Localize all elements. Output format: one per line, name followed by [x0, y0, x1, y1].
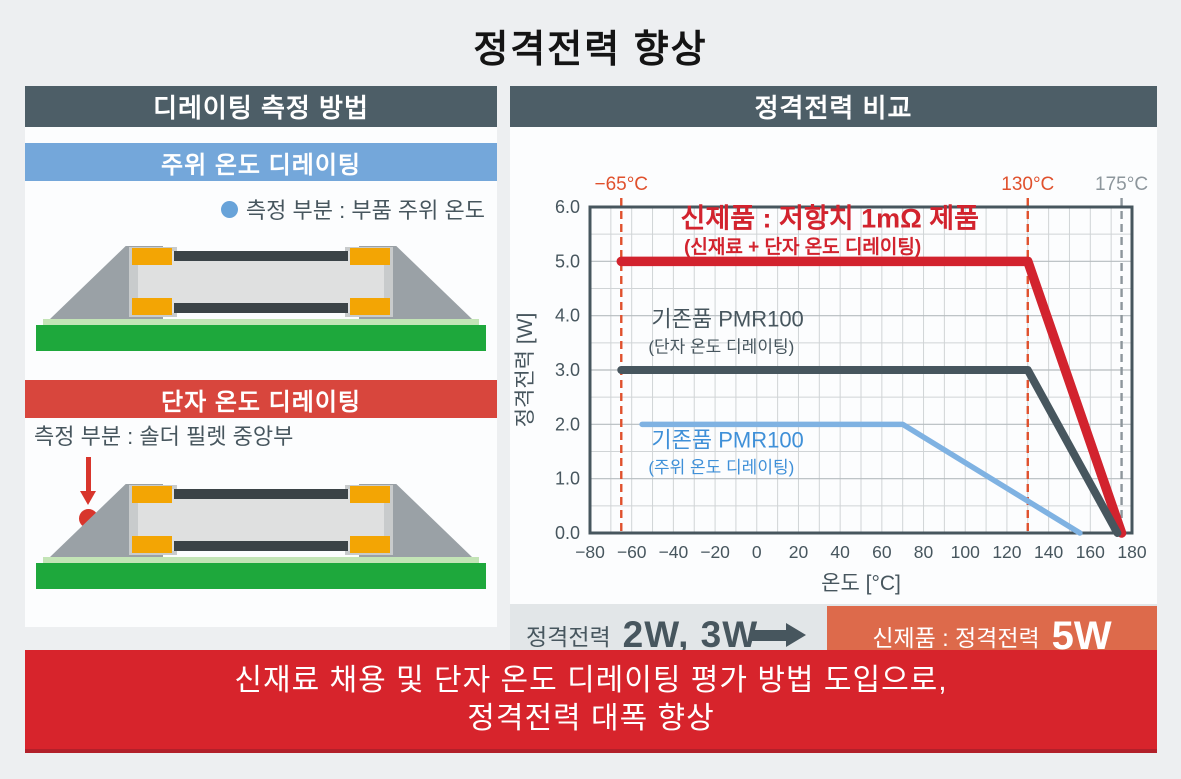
- electrode-bottom: [174, 541, 348, 551]
- y-tick-label: 6.0: [555, 197, 580, 217]
- x-tick-label: −40: [659, 542, 689, 562]
- new-product-rating-label: 신제품 : 정격전력: [872, 625, 1040, 651]
- measurement-method-header: 디레이팅 측정 방법: [25, 86, 497, 127]
- series-label: 기존품 PMR100: [651, 307, 803, 332]
- series-line: [639, 421, 1083, 536]
- plating-pad-bottom-right: [350, 536, 390, 553]
- measurement-method-body: 주위 온도 디레이팅 측정 부분 : 부품 주위 온도 단: [25, 127, 497, 627]
- resistor-diagram-ambient: [36, 239, 486, 351]
- y-tick-label: 5.0: [555, 251, 580, 271]
- before-rating-values: 2W, 3W: [622, 614, 759, 655]
- plating-pad-top-left: [132, 486, 172, 503]
- y-tick-label: 1.0: [555, 469, 580, 489]
- summary-line-1: 신재료 채용 및 단자 온도 디레이팅 평가 방법 도입으로,: [234, 663, 948, 697]
- summary-banner: 신재료 채용 및 단자 온도 디레이팅 평가 방법 도입으로, 정격전력 대폭 …: [25, 650, 1157, 753]
- series-label: 신제품 : 저항치 1mΩ 제품: [681, 204, 979, 234]
- electrode-top: [174, 489, 348, 499]
- chart-frame: [588, 205, 1134, 535]
- pcb-surface: [43, 557, 479, 563]
- resistor-body: [138, 251, 384, 313]
- x-tick-label: 40: [830, 542, 850, 562]
- before-rating-label: 정격전력: [526, 624, 611, 650]
- plating-pad-top-right: [350, 486, 390, 503]
- measurement-method-panel: 디레이팅 측정 방법 주위 온도 디레이팅 측정 부분 : 부품 주위 온도: [25, 86, 497, 627]
- resistor-diagram-terminal-group: [36, 457, 486, 589]
- x-tick-label: 140: [1034, 542, 1063, 562]
- x-tick-label: 60: [872, 542, 892, 562]
- rated-power-comparison-panel: 정격전력 비교 −65°C 130°C 175°C −80 −60 −40 −20 0 20 40…: [510, 86, 1157, 668]
- x-tick-label: 180: [1117, 542, 1146, 562]
- summary-line-2: 정격전력 대폭 향상: [467, 701, 715, 735]
- series-line: [617, 366, 1122, 537]
- x-tick-label: 0: [752, 542, 762, 562]
- threshold-label: −65°C: [594, 174, 648, 195]
- x-tick-label: −60: [617, 542, 647, 562]
- y-axis-title: 정격전력 [W]: [514, 313, 537, 428]
- result-strip: 정격전력 2W, 3W 신제품 : 정격전력 5W: [510, 604, 1157, 668]
- x-tick-label: −20: [700, 542, 730, 562]
- plating-pad-bottom-right: [350, 298, 390, 315]
- series-sublabel: (신재료 + 단자 온도 디레이팅): [684, 236, 921, 258]
- x-tick-label: 100: [951, 542, 980, 562]
- arrow-right-icon: [750, 623, 806, 647]
- pcb-board: [36, 325, 486, 351]
- y-tick-label: 4.0: [555, 306, 580, 326]
- ambient-legend-text: 측정 부분 : 부품 주위 온도: [245, 198, 485, 223]
- series-label: 기존품 PMR100: [651, 428, 803, 453]
- electrode-bottom: [174, 303, 348, 313]
- x-tick-label: −80: [575, 542, 605, 562]
- pcb-surface: [43, 319, 479, 325]
- measure-point-dot-icon: [220, 200, 238, 218]
- x-tick-label: 120: [992, 542, 1021, 562]
- plating-pad-top-left: [132, 248, 172, 265]
- resistor-diagram-terminal: [36, 477, 486, 589]
- page-title: 정격전력 향상: [473, 29, 708, 71]
- electrode-top: [174, 251, 348, 261]
- comparison-header: 정격전력 비교: [510, 86, 1157, 127]
- x-tick-label: 20: [789, 542, 809, 562]
- resistor-body: [138, 489, 384, 551]
- rated-power-chart: −65°C 130°C 175°C −80 −60 −40 −20 0 20 40 60 80 100 1…: [514, 174, 1148, 595]
- x-axis-title: 온도 [°C]: [821, 572, 901, 595]
- before-rating: 정격전력 2W, 3W: [526, 604, 758, 666]
- y-tick-label: 3.0: [555, 360, 580, 380]
- terminal-legend: 측정 부분 : 솔더 필렛 중앙부: [34, 419, 293, 451]
- probe-arrowhead-icon: [80, 491, 96, 505]
- ambient-legend: 측정 부분 : 부품 주위 온도: [220, 193, 485, 225]
- probe-arrow-icon: [86, 457, 91, 493]
- comparison-body: −65°C 130°C 175°C −80 −60 −40 −20 0 20 40 60 80 100 1…: [510, 127, 1157, 668]
- chart-area: −65°C 130°C 175°C −80 −60 −40 −20 0 20 40 60 80 100 1…: [510, 168, 1157, 604]
- plating-pad-top-right: [350, 248, 390, 265]
- series-sublabel: (단자 온도 디레이팅): [648, 338, 794, 357]
- series-line: [616, 256, 1127, 538]
- ambient-derating-bar: 주위 온도 디레이팅: [25, 143, 497, 181]
- series-sublabel: (주위 온도 디레이팅): [648, 458, 794, 477]
- plating-pad-bottom-left: [132, 536, 172, 553]
- pcb-board: [36, 563, 486, 589]
- y-tick-label: 2.0: [555, 414, 580, 434]
- terminal-derating-bar: 단자 온도 디레이팅: [25, 380, 497, 418]
- x-tick-label: 160: [1076, 542, 1105, 562]
- y-tick-label: 0.0: [555, 523, 580, 543]
- x-tick-label: 80: [914, 542, 934, 562]
- threshold-label: 130°C: [1001, 174, 1054, 195]
- plating-pad-bottom-left: [132, 298, 172, 315]
- threshold-label: 175°C: [1095, 174, 1148, 195]
- terminal-legend-text: 측정 부분 : 솔더 필렛 중앙부: [34, 424, 294, 449]
